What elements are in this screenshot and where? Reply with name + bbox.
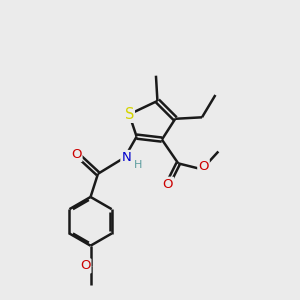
Text: O: O bbox=[71, 148, 82, 161]
Text: N: N bbox=[121, 151, 131, 164]
Text: S: S bbox=[124, 107, 134, 122]
Text: H: H bbox=[134, 160, 142, 170]
Text: O: O bbox=[163, 178, 173, 191]
Text: O: O bbox=[198, 160, 209, 173]
Text: O: O bbox=[80, 260, 91, 272]
